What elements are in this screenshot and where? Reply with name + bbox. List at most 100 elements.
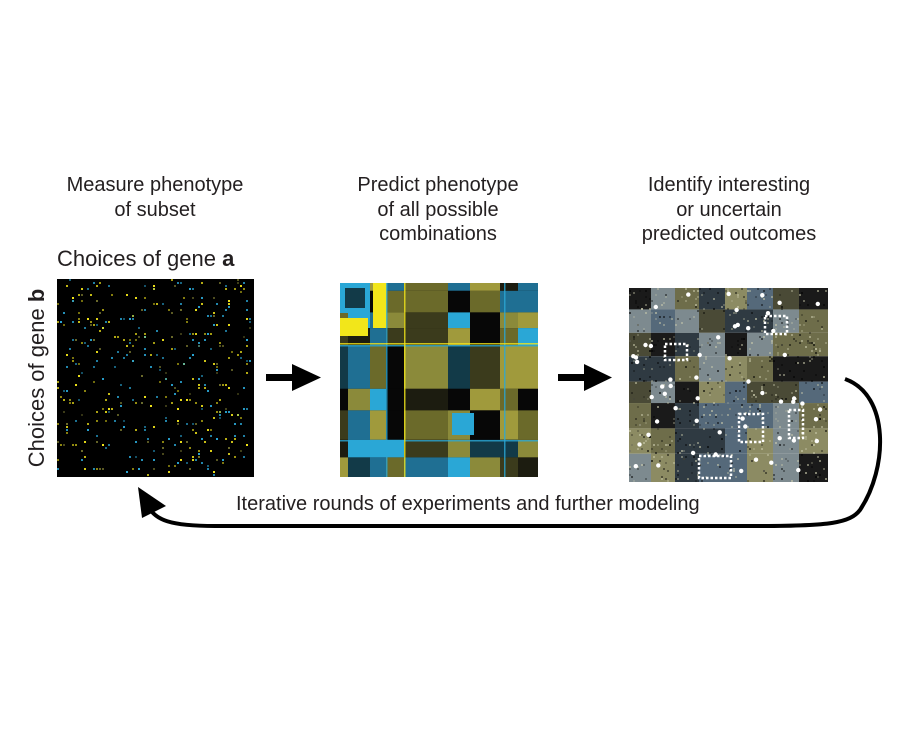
measured-cell <box>117 336 119 338</box>
measured-cell <box>168 471 170 473</box>
predicted-block <box>370 410 386 440</box>
measured-cell <box>249 327 251 329</box>
outcome-texture <box>781 364 783 366</box>
outcome-texture <box>781 308 783 310</box>
measured-cell <box>246 363 248 365</box>
selected-outcome-dot <box>648 343 654 349</box>
measured-cell <box>135 339 137 341</box>
outcome-texture <box>737 294 739 296</box>
outcome-block <box>629 356 651 382</box>
outcome-texture <box>733 470 735 472</box>
outcome-texture <box>691 464 693 466</box>
measured-cell <box>57 303 59 305</box>
predicted-block <box>340 345 348 389</box>
outcome-texture <box>727 402 729 404</box>
measured-cell <box>210 435 212 437</box>
measured-cell <box>246 444 248 446</box>
outcome-texture <box>635 302 637 304</box>
outcome-texture <box>809 356 811 358</box>
measured-cell <box>144 354 146 356</box>
outcome-block <box>725 332 747 357</box>
outcome-texture <box>721 414 723 416</box>
measured-cell <box>180 333 182 335</box>
outcome-texture <box>699 328 701 330</box>
measured-cell <box>192 456 194 458</box>
outcome-texture <box>685 444 687 446</box>
outcome-texture <box>723 328 725 330</box>
predicted-gridline <box>504 283 506 477</box>
measured-cell <box>171 348 173 350</box>
outcome-block <box>699 356 725 382</box>
outcome-texture <box>643 364 645 366</box>
outcome-texture <box>747 320 749 322</box>
outcome-texture <box>817 456 819 458</box>
predicted-block <box>386 328 404 346</box>
highlight-box <box>663 342 689 362</box>
outcome-texture <box>803 300 805 302</box>
outcome-block <box>773 403 799 429</box>
measured-cell <box>60 444 62 446</box>
selected-outcome-dot <box>717 430 722 435</box>
measured-cell <box>216 459 218 461</box>
x-axis-prefix: Choices of gene <box>57 246 223 271</box>
outcome-texture <box>629 430 631 432</box>
outcome-texture <box>643 464 645 466</box>
measured-cell <box>99 348 101 350</box>
outcome-texture <box>713 404 715 406</box>
predicted-block <box>470 345 500 389</box>
outcome-texture <box>723 394 725 396</box>
selected-outcome-dot <box>649 394 654 400</box>
outcome-texture <box>657 362 659 364</box>
measured-cell <box>213 471 215 473</box>
measured-cell <box>111 357 113 359</box>
predicted-block <box>404 345 448 389</box>
outcome-texture <box>825 420 827 422</box>
measured-cell <box>216 303 218 305</box>
predicted-block <box>518 290 538 313</box>
measured-cell <box>207 333 209 335</box>
outcome-texture <box>741 288 743 290</box>
measured-cell <box>246 309 248 311</box>
outcome-texture <box>813 388 815 390</box>
measured-cell <box>237 279 239 281</box>
measured-cell <box>153 450 155 452</box>
outcome-texture <box>663 468 665 470</box>
measured-cell <box>144 396 146 398</box>
outcome-texture <box>717 422 719 424</box>
outcome-block <box>629 403 651 429</box>
outcome-texture <box>705 358 707 360</box>
outcome-texture <box>793 328 795 330</box>
outcome-texture <box>629 450 631 452</box>
measured-cell <box>195 432 197 434</box>
outcome-texture <box>747 480 749 482</box>
outcome-texture <box>681 434 683 436</box>
measured-cell <box>174 393 176 395</box>
outcome-texture <box>711 410 713 412</box>
measured-cell <box>201 462 203 464</box>
predicted-block <box>518 457 538 477</box>
outcome-texture <box>743 338 745 340</box>
outcome-texture <box>805 346 807 348</box>
outcome-texture <box>667 444 669 446</box>
outcome-texture <box>673 462 675 464</box>
x-axis-variable: a <box>222 246 235 271</box>
outcome-texture <box>709 338 711 340</box>
measured-cell <box>198 378 200 380</box>
measured-cell <box>162 339 164 341</box>
highlight-box <box>787 408 805 440</box>
measured-cell <box>231 351 233 353</box>
outcome-texture <box>667 480 669 482</box>
measured-cell <box>96 285 98 287</box>
outcome-block <box>725 403 747 429</box>
selected-outcome-dot <box>777 300 782 305</box>
outcome-texture <box>689 318 691 320</box>
measured-cell <box>66 426 68 428</box>
measured-cell <box>93 468 95 470</box>
outcome-texture <box>779 374 781 376</box>
measured-cell <box>108 444 110 446</box>
outcome-texture <box>633 316 635 318</box>
measured-cell <box>75 444 77 446</box>
measured-cell <box>78 399 80 401</box>
measured-cell <box>120 402 122 404</box>
outcome-texture <box>729 408 731 410</box>
